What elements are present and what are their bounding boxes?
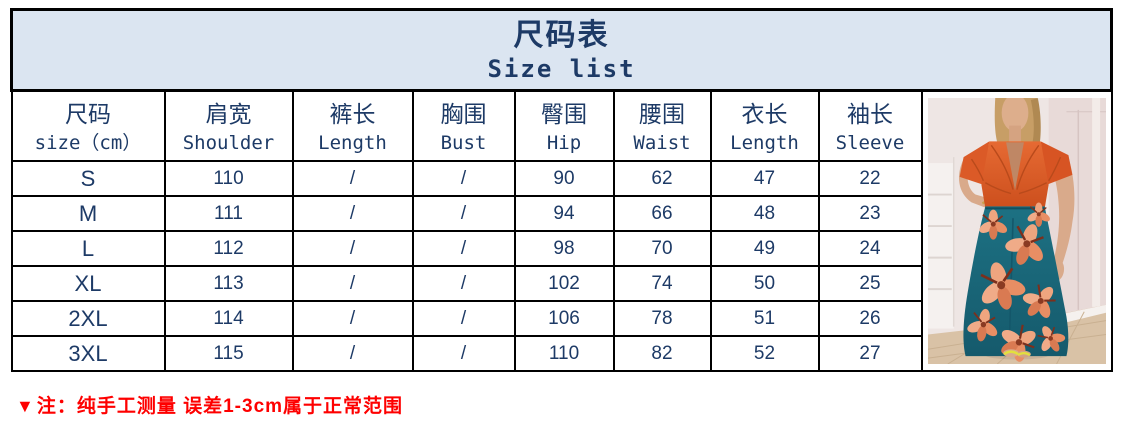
cell-garment-length: 51 [709,300,820,337]
cell-pants-length: / [291,265,414,302]
col-sleeve-zh: 袖长 [847,101,893,128]
cell-garment-length: 52 [709,335,820,372]
cell-hip: 106 [513,300,615,337]
size-label: M [10,195,166,232]
col-shoulder-zh: 肩宽 [205,101,252,128]
col-size-zh: 尺码 [65,101,111,128]
table-title-row: 尺码表 Size list [9,8,1114,92]
cell-waist: 70 [612,230,712,267]
table-row-l: L 112 / / 98 70 49 24 [10,230,1112,267]
col-header-garment-length: 衣长 Length [709,89,820,162]
table-row-2xl: 2XL 114 / / 106 78 51 26 [10,300,1112,337]
cell-sleeve: 24 [817,230,923,267]
col-hip-zh: 臀围 [541,101,587,128]
size-label: L [10,230,166,267]
cell-waist: 78 [612,300,712,337]
col-garment-length-en: Length [730,131,799,154]
col-hip-en: Hip [546,131,582,154]
cell-pants-length: / [291,160,414,197]
cell-waist: 74 [612,265,712,302]
measurement-note: ▼ 注：纯手工测量 误差1-3cm属于正常范围 [16,391,403,418]
cell-sleeve: 25 [817,265,923,302]
cell-waist: 66 [612,195,712,232]
cell-waist: 82 [612,335,712,372]
col-header-bust: 胸围 Bust [411,89,516,162]
cell-bust: / [411,265,516,302]
cell-bust: / [411,160,516,197]
cell-shoulder: 111 [163,195,294,232]
cell-hip: 98 [513,230,615,267]
col-pants-length-en: Length [318,131,387,154]
cell-bust: / [411,230,516,267]
col-pants-length-zh: 裤长 [329,101,376,128]
col-header-size: 尺码 size（cm） [10,89,166,162]
col-header-waist: 腰围 Waist [612,89,712,162]
cell-shoulder: 115 [163,335,294,372]
cell-bust: / [411,195,516,232]
table-row-3xl: 3XL 115 / / 110 82 52 27 [10,335,1112,372]
table-row-m: M 111 / / 94 66 48 23 [10,195,1112,232]
col-garment-length-zh: 衣长 [741,101,788,128]
col-shoulder-en: Shoulder [182,131,275,154]
cell-sleeve: 27 [817,335,923,372]
product-photo [925,94,1108,368]
cell-sleeve: 23 [817,195,923,232]
title-en: Size list [487,55,636,84]
col-header-shoulder: 肩宽 Shoulder [163,89,294,162]
cell-shoulder: 114 [163,300,294,337]
product-photo-cell [920,89,1113,372]
size-label: XL [10,265,166,302]
table-title: 尺码表 Size list [9,8,1114,92]
cell-hip: 110 [513,335,615,372]
cell-sleeve: 26 [817,300,923,337]
col-header-pants-length: 裤长 Length [291,89,414,162]
cell-shoulder: 113 [163,265,294,302]
title-zh: 尺码表 [513,18,610,52]
size-label: 2XL [10,300,166,337]
cell-bust: / [411,335,516,372]
cell-pants-length: / [291,195,414,232]
cell-bust: / [411,300,516,337]
col-bust-en: Bust [440,131,487,154]
cell-hip: 94 [513,195,615,232]
cell-waist: 62 [612,160,712,197]
col-waist-zh: 腰围 [639,101,685,128]
cell-pants-length: / [291,230,414,267]
col-waist-en: Waist [633,131,691,154]
column-header-row: 尺码 size（cm） 肩宽 Shoulder 裤长 Length 胸围 Bus… [10,89,1113,372]
cell-garment-length: 50 [709,265,820,302]
product-photo-illustration [927,98,1106,364]
cell-sleeve: 22 [817,160,923,197]
cell-garment-length: 48 [709,195,820,232]
cell-pants-length: / [291,335,414,372]
size-label: 3XL [10,335,166,372]
cell-hip: 102 [513,265,615,302]
cell-garment-length: 47 [709,160,820,197]
cell-shoulder: 112 [163,230,294,267]
col-header-sleeve: 袖长 Sleeve [817,89,923,162]
cell-hip: 90 [513,160,615,197]
col-size-en: size（cm） [34,131,142,154]
size-table: 尺码表 Size list 尺码 size（cm） 肩宽 Shoulder 裤长… [9,8,1114,372]
cell-pants-length: / [291,300,414,337]
size-label: S [10,160,166,197]
col-bust-zh: 胸围 [440,101,487,128]
table-row-s: S 110 / / 90 62 47 22 [10,160,1112,197]
col-sleeve-en: Sleeve [835,131,905,154]
cell-garment-length: 49 [709,230,820,267]
red-triangle-icon: ▼ [16,396,35,416]
note-text: 注：纯手工测量 误差1-3cm属于正常范围 [36,396,404,417]
cell-shoulder: 110 [163,160,294,197]
col-header-hip: 臀围 Hip [513,89,615,162]
table-row-xl: XL 113 / / 102 74 50 25 [10,265,1112,302]
